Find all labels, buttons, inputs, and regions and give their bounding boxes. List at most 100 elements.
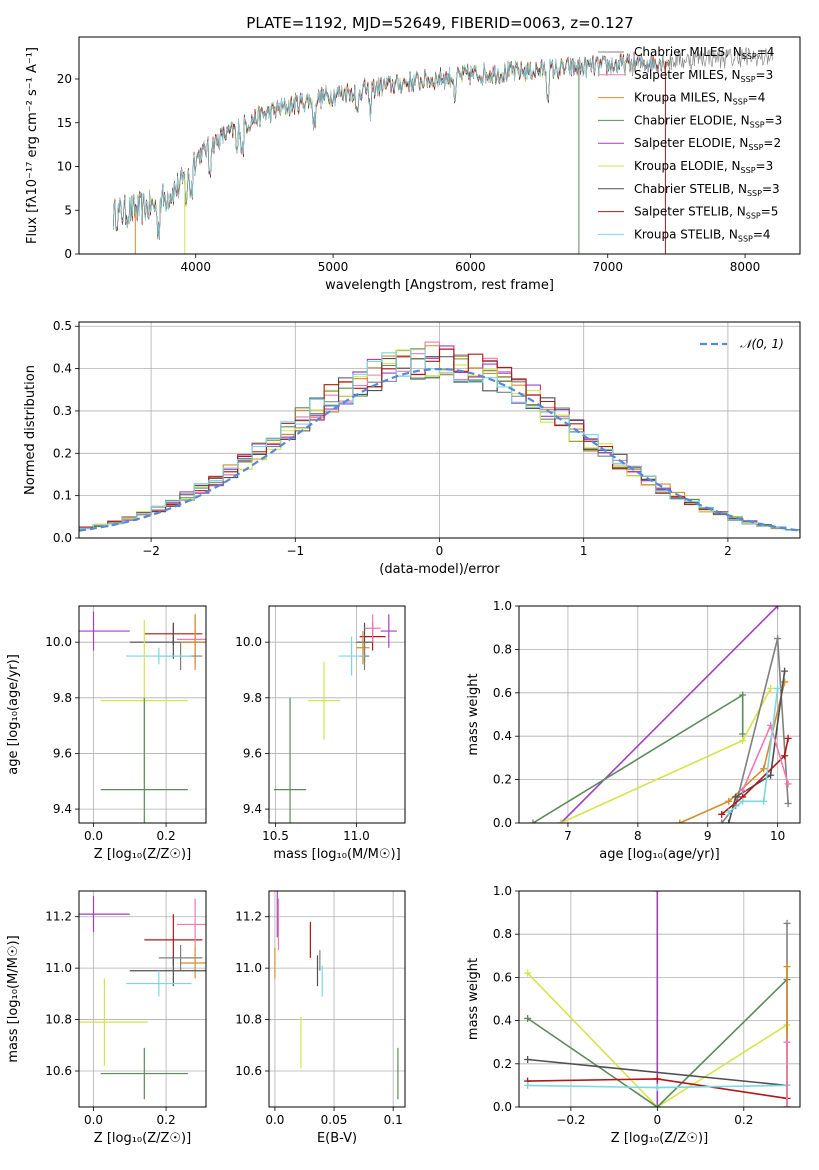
x-tick-label: −2 [142,544,160,558]
spectrum-series-9 [113,54,670,240]
plot-area [79,896,206,1100]
legend-entry: Salpeter ELODIE, NSSP=2 [634,136,781,152]
legend-entry: Kroupa ELODIE, NSSP=3 [634,159,773,175]
legend-entry: Kroupa STELIB, NSSP=4 [634,227,771,243]
mass-weight-marker [783,919,791,927]
legend-entry: Kroupa MILES, NSSP=4 [634,91,765,107]
x-axis-label: Z [log₁₀(Z/Z☉)] [94,847,191,862]
mass-weight-marker [676,819,684,823]
plot-area [79,611,206,823]
spectrum-series-2 [113,52,670,240]
mass-weight-marker [784,799,792,807]
mass-weight-marker [725,797,733,805]
legend-entry: 𝒩(0, 1) [740,337,784,351]
x-tick-label: 0.05 [321,1113,348,1127]
y-tick-label: 0.0 [53,531,72,545]
x-tick-label: 0.0 [84,829,103,843]
axes-frame [78,36,801,255]
mass-weight-marker [781,678,789,686]
x-tick-label: 9 [704,829,712,843]
mass-weight-series-2 [527,972,788,1107]
y-tick-label: 0 [64,247,72,261]
x-tick-label: 7 [564,829,572,843]
x-tick-label: 0.0 [265,1113,284,1127]
y-tick-label: 10.6 [235,1064,262,1078]
y-tick-label: 0.0 [493,1100,512,1114]
mass-weight-marker [725,808,733,816]
x-axis-label: age [log₁₀(age/yr)] [599,847,720,862]
mass-weight-marker [767,771,775,779]
y-tick-label: 10.0 [235,635,262,649]
mass-weight-marker [718,810,726,818]
mass-weight-marker [774,606,782,610]
x-tick-label: 8000 [730,260,761,274]
spectrum-series-5 [113,51,670,241]
x-tick-label: −0.2 [556,1113,585,1127]
mass-weight-marker [781,667,789,675]
x-tick-label: 6000 [455,260,486,274]
y-axis-label: mass weight [466,673,481,755]
x-axis-label: mass [log₁₀(M/M☉)] [273,847,400,862]
y-axis-label: age [log₁₀(age/yr)] [6,654,21,775]
x-tick-label: 0.1 [384,1113,403,1127]
x-tick-label: 10 [770,829,785,843]
spectrum-series-6 [113,53,670,238]
mass-weight-marker [739,786,747,794]
y-tick-label: 0.8 [493,642,512,656]
plot-area [274,891,399,1100]
mass-weight-marker [732,793,740,801]
y-tick-label: 0.5 [53,319,72,333]
mass-weight-marker [767,684,775,692]
spectrum-series-3 [113,53,670,237]
mass-weight-series-4 [527,1058,788,1087]
x-tick-label: 0.2 [734,1113,753,1127]
y-tick-label: 0.2 [53,446,72,460]
x-tick-label: 0.2 [157,1113,176,1127]
y-tick-label: 5 [64,203,72,217]
y-tick-label: 0.6 [493,686,512,700]
mass-weight-marker [784,780,792,788]
legend-entry: Salpeter MILES, NSSP=3 [634,68,773,84]
y-tick-label: 10 [57,160,72,174]
mass-weight-marker [783,1103,791,1107]
x-axis-label: (data-model)/error [379,562,500,577]
x-tick-label: 0 [436,544,444,558]
y-tick-label: 0.8 [493,927,512,941]
plot-area [273,614,397,823]
x-tick-label: 8 [634,829,642,843]
mass-weight-marker [739,730,747,738]
mass-weight-marker [739,797,747,805]
plot-area [524,891,791,1107]
x-tick-label: 2 [724,544,732,558]
legend-entry: Chabrier ELODIE, NSSP=3 [634,113,782,129]
spectrum-series-8 [113,52,670,240]
plot-area [79,341,800,534]
y-tick-label: 0.2 [493,1057,512,1071]
y-tick-label: 20 [57,72,72,86]
mass-weight-marker [524,969,532,977]
x-tick-label: 10.5 [262,829,289,843]
mass-weight-marker [783,1038,791,1046]
mass-weight-marker [725,819,733,823]
y-tick-label: 1.0 [493,599,512,613]
mass-weight-marker [774,684,782,692]
y-axis-label: Normed distribution [23,365,38,495]
y-tick-label: 9.8 [53,691,72,705]
x-tick-label: 11.0 [343,829,370,843]
mass-weight-marker [524,1055,532,1063]
x-tick-label: 0 [654,1113,662,1127]
mass-weight-series-3 [560,688,772,823]
x-tick-label: 5000 [318,260,349,274]
y-tick-label: 10.0 [45,635,72,649]
x-tick-label: −1 [286,544,304,558]
x-axis-label: Z [log₁₀(Z/Z☉)] [94,1131,191,1146]
mass-weight-series-7 [721,738,789,815]
x-tick-label: 7000 [592,260,623,274]
mass-weight-marker [653,891,661,895]
y-tick-label: 10.6 [45,1064,72,1078]
mass-weight-marker [524,1014,532,1022]
y-tick-label: 0.3 [53,404,72,418]
axes-frame [78,890,207,1108]
legend-entry: Salpeter STELIB, NSSP=5 [634,205,778,221]
figure-title: PLATE=1192, MJD=52649, FIBERID=0063, z=0… [246,14,633,32]
